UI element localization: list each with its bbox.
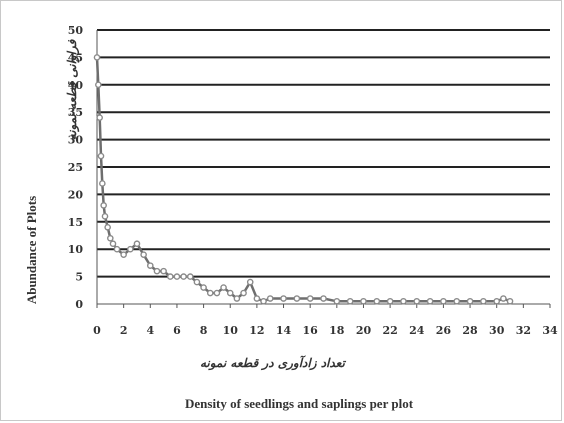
y-tick-label: 30 xyxy=(68,134,84,147)
x-tick-label: 16 xyxy=(303,324,319,337)
data-point xyxy=(127,245,134,253)
series-line xyxy=(95,57,511,303)
data-point xyxy=(113,245,121,253)
y-tick-labels: 0 5 10 15 20 25 30 35 40 45 50 xyxy=(68,24,84,311)
x-tick-label: 30 xyxy=(489,324,505,337)
x-tick-label: 2 xyxy=(120,324,128,337)
x-tick-label: 14 xyxy=(276,324,292,337)
x-tick-label: 28 xyxy=(462,324,478,337)
data-point xyxy=(220,284,227,291)
y-tick-label: 40 xyxy=(68,79,84,92)
data-point xyxy=(109,240,117,248)
x-tick-label: 22 xyxy=(382,324,397,337)
x-tick-label: 8 xyxy=(200,324,208,337)
y-tick-label: 0 xyxy=(75,298,83,311)
data-point xyxy=(96,114,103,121)
x-tick-label: 10 xyxy=(223,324,239,337)
data-point xyxy=(101,213,109,220)
data-point xyxy=(246,278,254,286)
y-tick-label: 15 xyxy=(68,216,83,229)
data-point xyxy=(373,297,381,305)
data-point xyxy=(440,297,447,305)
data-point xyxy=(480,297,487,305)
data-point xyxy=(266,295,274,302)
x-tick-label: 18 xyxy=(329,324,345,337)
data-point xyxy=(240,289,247,297)
data-point xyxy=(120,251,127,258)
data-point xyxy=(93,54,101,61)
y-tick-label: 45 xyxy=(68,51,83,64)
x-tick-label: 20 xyxy=(356,324,372,337)
x-tick-label: 12 xyxy=(249,324,264,337)
x-tick-label: 0 xyxy=(93,324,101,337)
data-point xyxy=(293,295,301,302)
x-tick-label: 26 xyxy=(436,324,452,337)
y-tick-label: 50 xyxy=(68,24,84,37)
data-point xyxy=(133,240,141,248)
data-point xyxy=(160,267,167,275)
x-tick-label: 32 xyxy=(516,324,531,337)
data-point xyxy=(97,152,105,160)
data-point xyxy=(346,297,354,305)
data-point xyxy=(333,297,341,305)
data-point xyxy=(200,284,207,291)
data-point xyxy=(466,297,474,305)
data-point xyxy=(107,234,114,242)
data-point xyxy=(213,289,221,297)
data-point xyxy=(453,297,461,305)
data-point xyxy=(146,262,154,269)
x-tick-label: 34 xyxy=(542,324,558,337)
y-axis-title: Abundance of Plots xyxy=(24,195,39,305)
y-tick-label: 5 xyxy=(75,271,83,284)
data-point xyxy=(186,273,194,280)
y-tick-label: 10 xyxy=(68,243,84,256)
x-tick-labels: 0 2 4 6 8 10 12 14 16 18 20 22 24 26 28 30 32 34 xyxy=(93,324,558,337)
data-point xyxy=(193,278,201,286)
data-point xyxy=(260,297,267,305)
data-point xyxy=(233,295,241,302)
data-point xyxy=(426,297,434,305)
x-axis-title: Density of seedlings and saplings per pl… xyxy=(185,396,414,411)
gridlines xyxy=(97,29,550,278)
data-point xyxy=(180,273,187,280)
data-point xyxy=(99,180,106,187)
data-point xyxy=(280,295,287,302)
data-point xyxy=(400,297,407,305)
data-point xyxy=(95,81,102,89)
x-tick-label: 4 xyxy=(146,324,154,337)
y-tick-label: 35 xyxy=(68,106,83,119)
data-point xyxy=(306,295,314,302)
axes xyxy=(96,30,551,308)
y-tick-label: 25 xyxy=(68,161,83,174)
y-axis-title-persian: فراوانی قطعه نمونه xyxy=(65,39,79,141)
data-point xyxy=(500,295,507,302)
data-point xyxy=(140,251,147,258)
data-point xyxy=(166,273,174,280)
data-point xyxy=(386,297,394,305)
data-point xyxy=(360,297,367,305)
x-tick-label: 6 xyxy=(173,324,181,337)
data-point xyxy=(104,223,111,231)
data-point xyxy=(173,273,181,280)
data-point xyxy=(226,289,234,297)
data-point xyxy=(506,297,514,305)
data-point xyxy=(153,267,161,275)
data-point xyxy=(253,295,261,302)
y-tick-label: 20 xyxy=(68,188,84,201)
x-tick-label: 24 xyxy=(409,324,425,337)
data-point xyxy=(320,295,327,302)
data-point xyxy=(206,289,214,297)
data-point xyxy=(413,297,421,305)
data-point xyxy=(493,297,501,305)
data-series xyxy=(93,54,514,305)
x-axis-title-persian: تعداد زادآوری در قطعه نمونه xyxy=(200,356,345,370)
data-point xyxy=(100,202,107,209)
